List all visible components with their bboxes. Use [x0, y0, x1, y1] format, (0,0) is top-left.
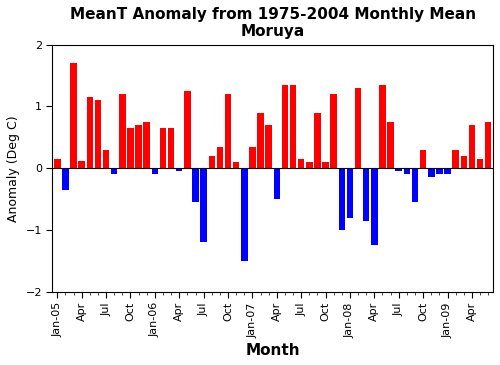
Bar: [306, 162, 312, 168]
Bar: [330, 94, 337, 168]
Bar: [160, 128, 166, 168]
Bar: [282, 85, 288, 168]
Bar: [404, 168, 410, 174]
Bar: [420, 150, 426, 168]
Bar: [86, 97, 93, 168]
Bar: [70, 63, 77, 168]
Bar: [428, 168, 434, 177]
Bar: [346, 168, 353, 218]
Title: MeanT Anomaly from 1975-2004 Monthly Mean
Moruya: MeanT Anomaly from 1975-2004 Monthly Mea…: [70, 7, 476, 39]
Bar: [249, 147, 256, 168]
Bar: [396, 168, 402, 171]
Bar: [233, 162, 239, 168]
Bar: [111, 168, 117, 174]
Bar: [338, 168, 345, 230]
Bar: [241, 168, 248, 261]
Bar: [127, 128, 134, 168]
Bar: [258, 113, 264, 168]
Bar: [136, 125, 142, 168]
Bar: [379, 85, 386, 168]
Bar: [266, 125, 272, 168]
Bar: [176, 168, 182, 171]
Bar: [274, 168, 280, 199]
Bar: [192, 168, 199, 202]
Bar: [62, 168, 68, 190]
Bar: [452, 150, 459, 168]
Bar: [225, 94, 232, 168]
Bar: [436, 168, 442, 174]
Bar: [460, 156, 467, 168]
Bar: [388, 122, 394, 168]
Bar: [54, 159, 60, 168]
Y-axis label: Anomaly (Deg C): Anomaly (Deg C): [7, 115, 20, 222]
Bar: [168, 128, 174, 168]
Bar: [468, 125, 475, 168]
Bar: [94, 100, 101, 168]
Bar: [444, 168, 451, 174]
Bar: [412, 168, 418, 202]
Bar: [119, 94, 126, 168]
X-axis label: Month: Month: [246, 343, 300, 358]
Bar: [355, 88, 362, 168]
Bar: [78, 161, 85, 168]
Bar: [477, 159, 484, 168]
Bar: [314, 113, 320, 168]
Bar: [371, 168, 378, 245]
Bar: [322, 162, 329, 168]
Bar: [290, 85, 296, 168]
Bar: [363, 168, 370, 221]
Bar: [144, 122, 150, 168]
Bar: [184, 91, 190, 168]
Bar: [103, 150, 110, 168]
Bar: [216, 147, 223, 168]
Bar: [208, 156, 215, 168]
Bar: [200, 168, 207, 242]
Bar: [152, 168, 158, 174]
Bar: [485, 122, 492, 168]
Bar: [298, 159, 304, 168]
